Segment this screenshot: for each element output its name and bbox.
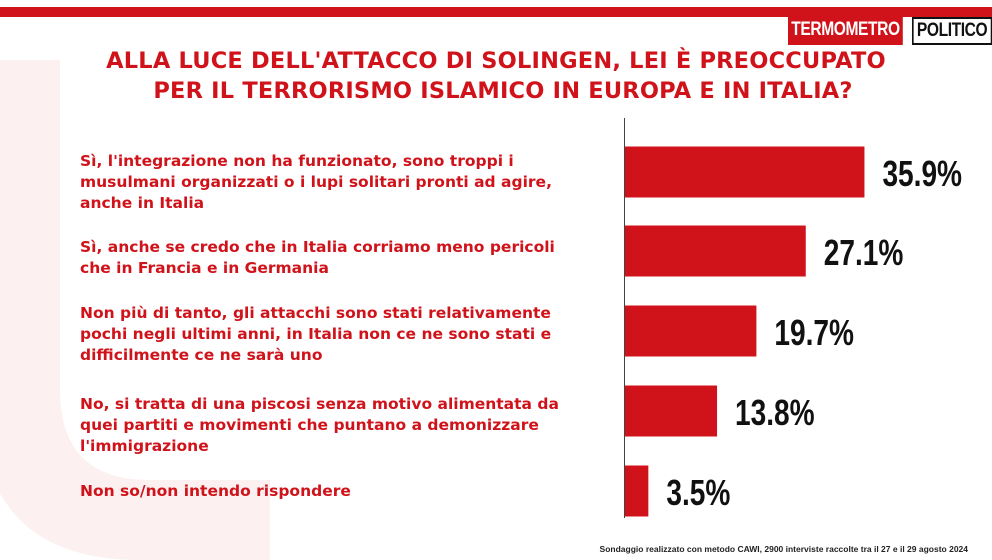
- bar-2: [625, 225, 806, 277]
- category-label-4: No, si tratta di una piscosi senza motiv…: [80, 395, 559, 455]
- top-red-bar: [0, 7, 992, 17]
- watermark-logo: [0, 60, 270, 560]
- bar-4: [625, 385, 718, 437]
- bar-3: [625, 305, 757, 357]
- category-label-1: Sì, l'integrazione non ha funzionato, so…: [80, 152, 552, 212]
- bar-1: [625, 146, 865, 198]
- bar-value-label-2: 27.1%: [824, 233, 904, 273]
- footer-note: Sondaggio realizzato con metodo CAWI, 29…: [599, 544, 968, 554]
- bar-value-label-3: 19.7%: [774, 313, 854, 353]
- chart-title: ALLA LUCE DELL'ATTACCO DI SOLINGEN, LEI …: [0, 46, 992, 106]
- chart-title-line-1: ALLA LUCE DELL'ATTACCO DI SOLINGEN, LEI …: [106, 48, 886, 74]
- chart-title-line-2: PER IL TERRORISMO ISLAMICO IN EUROPA E I…: [153, 78, 853, 104]
- category-label-3: Non più di tanto, gli attacchi sono stat…: [80, 304, 552, 364]
- category-label-2: Sì, anche se credo che in Italia corriam…: [80, 238, 555, 277]
- axis-line: [624, 118, 625, 518]
- bar-5: [625, 465, 649, 517]
- brand-logo: TERMOMETRO POLITICO: [788, 17, 992, 45]
- bar-value-label-4: 13.8%: [735, 393, 815, 433]
- bar-value-label-5: 3.5%: [666, 473, 730, 513]
- brand-logo-part1: TERMOMETRO: [788, 17, 903, 45]
- brand-logo-part2: POLITICO: [912, 17, 992, 45]
- bar-value-label-1: 35.9%: [882, 154, 962, 194]
- category-label-5: Non so/non intendo rispondere: [80, 482, 351, 500]
